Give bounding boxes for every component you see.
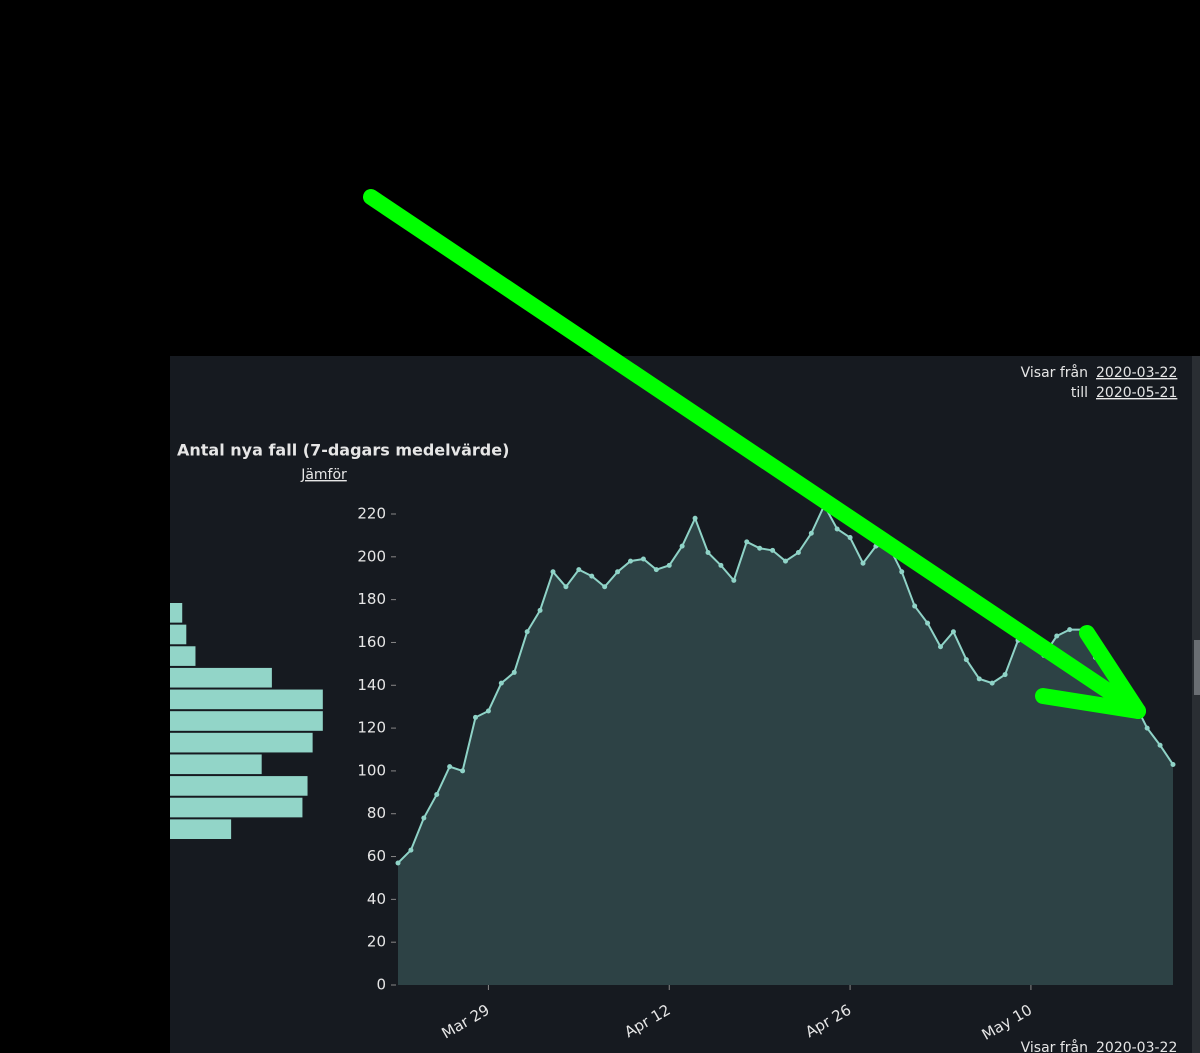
point: [460, 768, 466, 774]
point: [757, 545, 763, 551]
y-tick-label: 20: [367, 933, 386, 951]
histogram-bar: [170, 624, 187, 645]
histogram-bar: [170, 711, 323, 731]
point: [434, 791, 440, 797]
y-tick-label: 220: [357, 505, 386, 523]
y-tick-label: 120: [357, 719, 386, 737]
point: [1170, 761, 1176, 767]
scrollbar-thumb[interactable]: [1194, 640, 1200, 695]
y-tick-label: 180: [357, 590, 386, 608]
point: [963, 657, 969, 663]
point: [473, 714, 478, 720]
histogram-bar: [170, 776, 308, 796]
point: [563, 584, 569, 590]
point: [860, 560, 866, 566]
point: [950, 629, 956, 635]
histogram-bar: [170, 646, 196, 666]
y-tick-label: 40: [367, 890, 386, 908]
histogram-bar: [170, 754, 262, 775]
compare-link[interactable]: Jämför: [300, 467, 347, 483]
point: [770, 547, 776, 553]
point: [834, 526, 840, 532]
point: [744, 539, 750, 545]
point: [421, 815, 427, 821]
annotation-arrow: [363, 189, 1146, 719]
y-tick-label: 160: [357, 633, 386, 651]
point: [976, 676, 982, 682]
from-label: Visar från: [1021, 364, 1088, 381]
point: [408, 847, 414, 853]
point: [1144, 725, 1150, 731]
y-tick-label: 100: [357, 761, 386, 779]
point: [666, 562, 672, 568]
point: [589, 573, 595, 579]
footer-from-date[interactable]: 2020-03-22: [1096, 1040, 1177, 1053]
point: [731, 577, 737, 583]
y-tick-label: 0: [376, 976, 386, 994]
point: [847, 535, 853, 541]
point: [653, 567, 659, 573]
point: [795, 550, 801, 556]
point: [576, 567, 582, 573]
histogram-bar: [170, 689, 323, 710]
point: [395, 860, 401, 866]
point: [808, 530, 814, 536]
histogram-bar: [170, 667, 272, 688]
y-tick-label: 200: [357, 547, 386, 565]
point: [679, 543, 685, 549]
point: [938, 644, 943, 650]
point: [705, 550, 711, 556]
point: [718, 562, 724, 568]
point: [1067, 627, 1073, 633]
footer-from-label: Visar från: [1021, 1039, 1088, 1053]
point: [550, 569, 556, 575]
point: [1054, 633, 1060, 639]
point: [524, 629, 530, 635]
point: [1002, 672, 1008, 678]
y-tick-label: 60: [367, 847, 386, 865]
point: [602, 584, 608, 590]
y-tick-label: 80: [367, 804, 386, 822]
to-date[interactable]: 2020-05-21: [1096, 385, 1177, 401]
point: [628, 558, 633, 564]
point: [537, 607, 543, 613]
area-fill: [398, 505, 1173, 985]
point: [511, 669, 517, 675]
scrollbar-track: [1192, 356, 1200, 1053]
histogram-bar: [170, 819, 232, 839]
point: [783, 558, 788, 564]
point: [899, 569, 905, 575]
y-tick-label: 140: [357, 676, 386, 694]
histogram-bar: [170, 732, 313, 753]
point: [615, 569, 621, 575]
histogram-bar: [170, 603, 183, 623]
point: [925, 620, 931, 626]
point: [498, 680, 504, 686]
point: [989, 680, 995, 686]
point: [912, 603, 918, 609]
point: [447, 764, 453, 770]
chart-title: Antal nya fall (7-dagars medelvärde): [177, 441, 509, 460]
from-date[interactable]: 2020-03-22: [1096, 365, 1177, 381]
point: [692, 515, 698, 521]
point: [1157, 742, 1163, 748]
to-label: till: [1071, 385, 1088, 401]
point: [640, 556, 646, 562]
histogram-bar: [170, 797, 303, 818]
point: [485, 708, 491, 714]
